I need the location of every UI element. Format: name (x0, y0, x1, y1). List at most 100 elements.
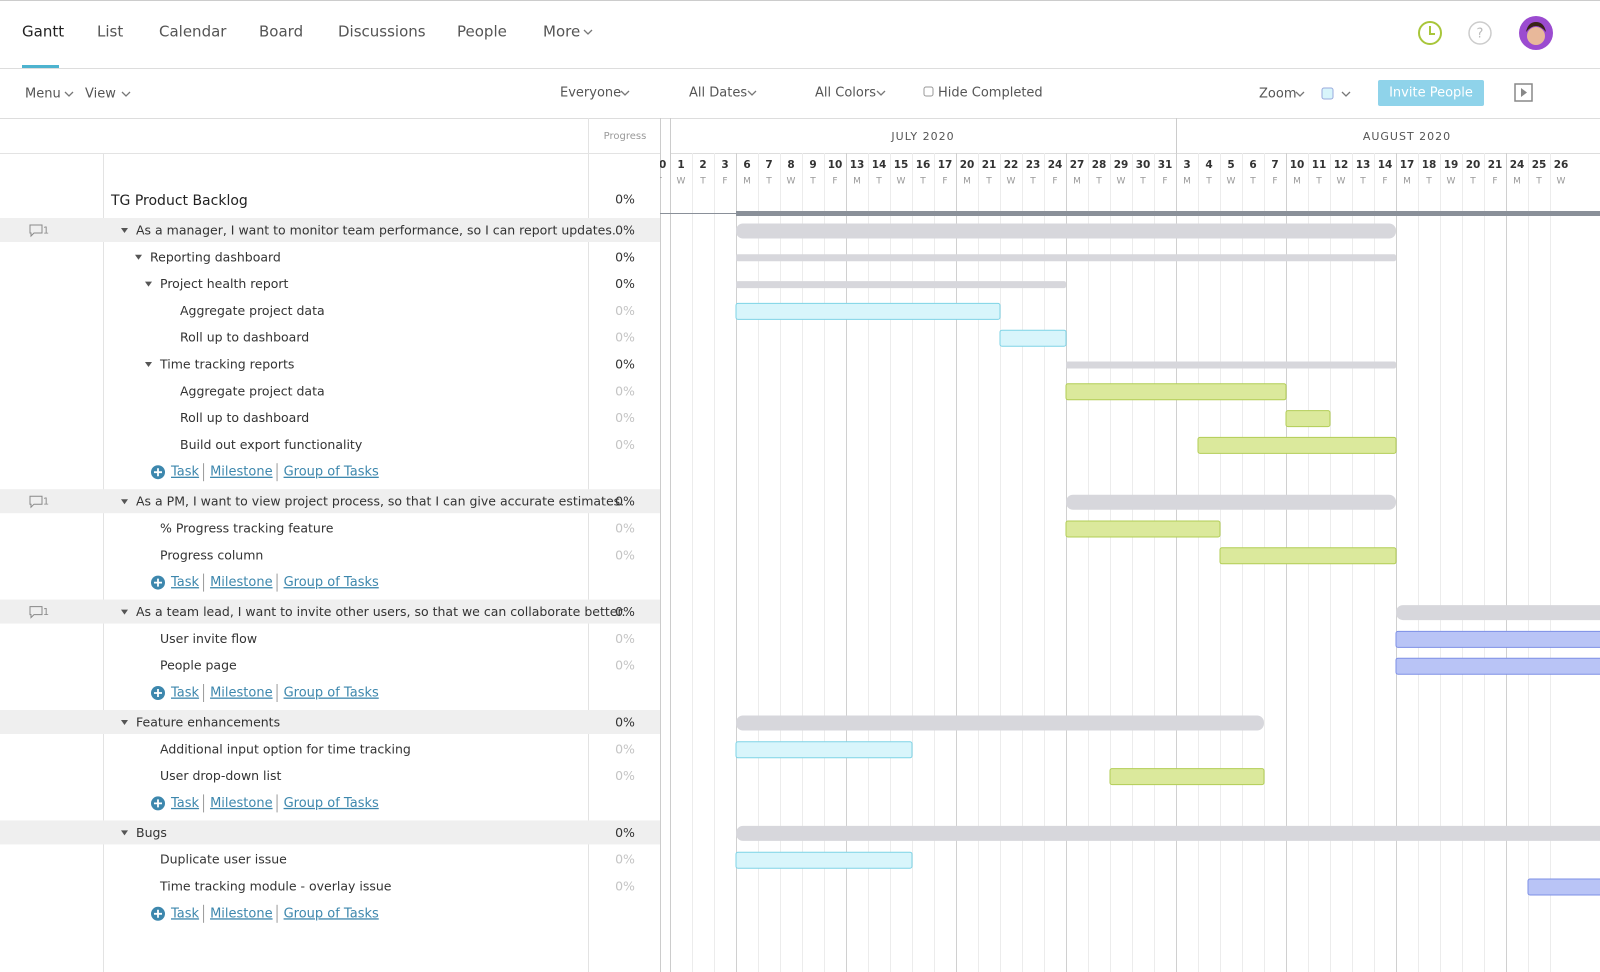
progress-value: 0% (615, 604, 635, 619)
nav-tab[interactable]: Discussions (338, 23, 426, 41)
add-link[interactable]: Group of Tasks (284, 796, 379, 811)
invite-button[interactable] (1378, 80, 1484, 106)
gantt-bar[interactable] (1395, 657, 1600, 675)
invite-label[interactable]: Invite People (1389, 86, 1473, 101)
nav-tab[interactable]: People (457, 23, 507, 41)
collapse-toggle[interactable] (121, 830, 128, 836)
day-number: 29 (1114, 159, 1129, 171)
nav-tab[interactable]: More (543, 23, 580, 41)
gantt-bar[interactable] (1065, 520, 1221, 538)
gantt-bar[interactable] (736, 223, 1396, 239)
gantt-bar[interactable] (736, 825, 1600, 841)
collapse-toggle[interactable] (145, 362, 152, 367)
gantt-bar[interactable] (1395, 630, 1600, 648)
filter-dropdown[interactable]: Everyone (560, 86, 621, 101)
collapse-toggle[interactable] (121, 720, 128, 725)
view-button[interactable]: View (85, 87, 116, 102)
help-icon[interactable] (1468, 21, 1492, 45)
gantt-bar[interactable] (736, 211, 1600, 216)
task-name[interactable]: User invite flow (160, 631, 257, 646)
task-name[interactable]: Build out export functionality (180, 437, 363, 452)
gantt-bar[interactable] (735, 851, 913, 869)
add-icon-plus (154, 578, 162, 587)
task-name[interactable]: User drop-down list (160, 768, 282, 783)
day-number: 21 (982, 159, 997, 171)
add-link[interactable]: Task (170, 465, 200, 480)
gantt-bar[interactable] (1066, 494, 1396, 510)
hide-completed-checkbox[interactable] (923, 86, 934, 97)
comment-icon[interactable] (29, 224, 43, 238)
filter-dropdown[interactable]: All Dates (689, 86, 747, 101)
nav-tab[interactable]: Gantt (22, 23, 64, 41)
task-name[interactable]: Roll up to dashboard (180, 410, 309, 425)
task-name[interactable]: Aggregate project data (180, 383, 325, 398)
gantt-bar[interactable] (999, 329, 1067, 347)
add-link[interactable]: Group of Tasks (284, 906, 379, 921)
collapse-toggle[interactable] (121, 609, 128, 615)
month-label: AUGUST 2020 (1363, 130, 1451, 143)
day-of-week: T (1469, 177, 1476, 187)
group-name[interactable]: As a manager, I want to monitor team per… (136, 223, 616, 238)
group-name[interactable]: Reporting dashboard (150, 249, 281, 264)
task-name[interactable]: Additional input option for time trackin… (160, 741, 411, 756)
group-name[interactable]: As a PM, I want to view project process,… (136, 494, 624, 509)
gantt-bar[interactable] (1066, 361, 1396, 369)
task-name[interactable]: Time tracking module - overlay issue (159, 879, 392, 894)
menu-button[interactable]: Menu (25, 87, 61, 102)
collapse-toggle[interactable] (121, 499, 128, 505)
filter-dropdown[interactable]: All Colors (815, 86, 876, 101)
add-link[interactable]: Milestone (210, 575, 273, 590)
nav-tab[interactable]: List (97, 23, 123, 41)
gantt-bar[interactable] (1219, 547, 1397, 565)
day-number: 5 (1227, 159, 1234, 171)
gantt-bar[interactable] (736, 281, 1066, 289)
add-link[interactable]: Milestone (210, 465, 273, 480)
add-link[interactable]: Group of Tasks (284, 686, 379, 701)
day-of-week: T (1425, 177, 1432, 187)
add-link[interactable]: Task (170, 575, 200, 590)
collapse-toggle[interactable] (121, 228, 128, 233)
gantt-bar[interactable] (1527, 878, 1600, 896)
add-link[interactable]: Group of Tasks (284, 465, 379, 480)
gantt-bar[interactable] (1065, 383, 1287, 401)
gantt-bar[interactable] (1109, 768, 1265, 786)
group-name[interactable]: Feature enhancements (136, 715, 280, 730)
task-name[interactable]: % Progress tracking feature (160, 521, 334, 536)
nav-tab[interactable]: Board (259, 23, 303, 41)
add-link[interactable]: Group of Tasks (284, 575, 379, 590)
add-link[interactable]: Task (170, 906, 200, 921)
day-number: 31 (1158, 159, 1173, 171)
gantt-bar[interactable] (736, 254, 1396, 262)
hide-completed-label[interactable]: Hide Completed (938, 86, 1043, 101)
add-link[interactable]: Milestone (210, 906, 273, 921)
task-name[interactable]: Roll up to dashboard (180, 330, 309, 345)
gantt-bar[interactable] (736, 715, 1264, 731)
zoom-dropdown[interactable]: Zoom (1259, 87, 1296, 102)
add-link[interactable]: Milestone (210, 686, 273, 701)
group-name[interactable]: As a team lead, I want to invite other u… (136, 604, 625, 619)
add-link[interactable]: Task (170, 796, 200, 811)
gantt-bar[interactable] (735, 302, 1001, 320)
group-name[interactable]: Project health report (160, 276, 289, 291)
comment-icon[interactable] (29, 606, 43, 619)
comment-icon[interactable] (29, 495, 43, 509)
add-link[interactable]: Milestone (210, 796, 273, 811)
task-name[interactable]: People page (160, 658, 237, 673)
collapse-toggle[interactable] (135, 254, 142, 260)
task-name[interactable]: Aggregate project data (180, 303, 325, 318)
collapse-toggle[interactable] (145, 281, 152, 287)
time-icon[interactable] (1418, 21, 1442, 45)
group-name[interactable]: Time tracking reports (159, 357, 294, 372)
day-number: 24 (1048, 159, 1063, 171)
gantt-bar[interactable] (1285, 410, 1331, 428)
add-link[interactable]: Task (170, 686, 200, 701)
gantt-bar[interactable] (735, 741, 913, 759)
group-name[interactable]: Bugs (136, 825, 167, 840)
nav-tab[interactable]: Calendar (159, 23, 227, 41)
gantt-bar[interactable] (1396, 605, 1600, 621)
color-swatch[interactable] (1321, 87, 1334, 100)
task-name[interactable]: Duplicate user issue (160, 852, 287, 867)
task-name[interactable]: Progress column (160, 547, 263, 562)
presentation-icon[interactable] (1514, 83, 1533, 102)
gantt-bar[interactable] (1197, 436, 1397, 454)
